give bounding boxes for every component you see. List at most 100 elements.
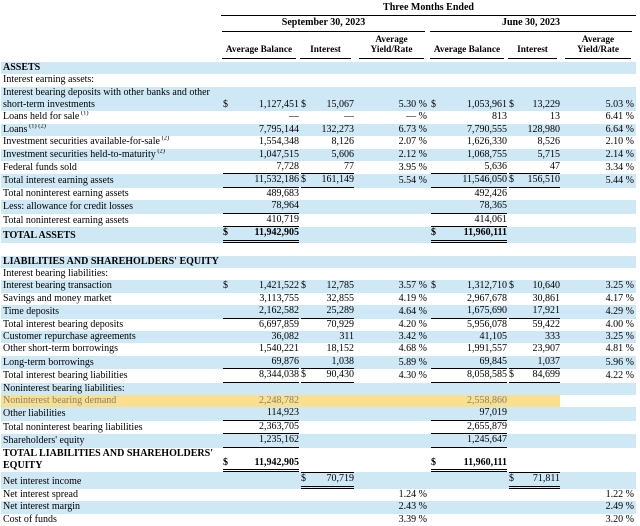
cell <box>221 472 234 488</box>
cell <box>507 343 520 355</box>
cell <box>354 394 429 408</box>
cell <box>221 407 234 421</box>
cell <box>442 514 507 526</box>
table-row: Net interest income $70,719 $71,811 <box>1 472 637 489</box>
cell <box>299 514 312 526</box>
cell: 3.25 % <box>605 330 635 342</box>
cell <box>507 489 520 501</box>
cell <box>429 74 442 86</box>
cell: $ <box>429 448 442 473</box>
cell <box>312 434 354 447</box>
cell: 70,719 <box>312 472 354 489</box>
cell: $ <box>223 99 228 111</box>
col-header-yield-2: Average Yield/Rate <box>560 32 636 62</box>
cell: 2.43 % <box>398 501 427 513</box>
cell: 2,967,678 <box>467 292 507 304</box>
cell <box>507 319 520 331</box>
cell <box>354 421 429 434</box>
cell <box>507 383 520 395</box>
cell <box>507 356 520 370</box>
cell <box>507 136 520 148</box>
row-label: Time deposits <box>3 306 60 318</box>
cell: $ <box>299 174 312 188</box>
cell <box>520 514 560 526</box>
cell <box>429 124 442 136</box>
cell <box>299 434 312 447</box>
cell <box>299 356 312 370</box>
cell <box>234 472 299 488</box>
cell: 2,363,705 <box>234 421 299 435</box>
cell: 78,365 <box>442 200 507 214</box>
cell <box>221 174 234 188</box>
cell: 13,229 <box>532 99 561 111</box>
cell <box>354 268 429 280</box>
table-row: Other short-term borrowings 1,540,221 18… <box>1 343 637 356</box>
cell: 36,082 <box>271 330 300 342</box>
cell <box>507 188 520 200</box>
spacer-row-cell <box>1 243 636 256</box>
row-label: Less: allowance for credit losses <box>3 201 133 213</box>
cell <box>299 448 312 473</box>
cell: 3,113,755 <box>259 292 299 304</box>
cell: 1,991,557 <box>467 343 507 355</box>
cell <box>221 268 234 280</box>
cell: 2.10 % <box>605 136 635 148</box>
cell <box>507 407 520 420</box>
cell <box>221 293 234 305</box>
cell: 84,699 <box>520 369 560 383</box>
cell: 4.29 % <box>605 306 635 318</box>
cell <box>442 256 507 268</box>
cell <box>520 434 560 447</box>
cell: 161,149 <box>312 174 354 188</box>
cell: 12,785 <box>326 280 355 292</box>
cell <box>221 514 234 526</box>
cell <box>221 501 234 513</box>
row-label: Interest bearing liabilities: <box>3 267 108 279</box>
cell <box>429 343 442 355</box>
cell <box>312 407 354 420</box>
cell <box>429 383 442 395</box>
cell <box>560 200 636 213</box>
period-header-september: September 30, 2023 <box>221 16 429 32</box>
cell <box>429 434 442 448</box>
cell <box>560 421 636 434</box>
cell <box>221 369 234 383</box>
table-row: Interest earning assets: <box>1 74 637 87</box>
cell: 3.95 % <box>398 162 427 174</box>
col-header-avg-balance-2: Average Balance <box>429 32 507 62</box>
cell: 1,068,755 <box>467 148 507 160</box>
cell <box>429 514 442 526</box>
cell <box>312 200 354 213</box>
table-row: Long-term borrowings 69,876 1,038 5.89 % … <box>1 355 637 370</box>
cell <box>234 501 299 513</box>
cell: 41,105 <box>479 330 508 342</box>
cell <box>429 421 442 435</box>
cell <box>429 407 442 421</box>
cell <box>507 434 520 447</box>
row-label: Customer repurchase agreements <box>3 330 136 342</box>
cell <box>234 74 299 86</box>
cell <box>429 501 442 513</box>
cell: 5.89 % <box>398 356 427 368</box>
table-row: Noninterest bearing liabilities: <box>1 382 637 395</box>
cell <box>299 161 312 175</box>
cell <box>354 200 429 213</box>
cell: 1,047,515 <box>259 148 299 160</box>
table-row: Total noninterest bearing liabilities 2,… <box>1 420 637 435</box>
row-label: Investment securities available-for-sale… <box>3 136 170 148</box>
cell: 25,289 <box>312 305 354 319</box>
cell: 489,683 <box>266 187 300 199</box>
cell <box>299 227 312 242</box>
cell: 333 <box>545 330 560 342</box>
row-label: Net interest margin <box>3 501 81 513</box>
cell: 4.19 % <box>398 292 427 304</box>
cell <box>221 124 234 136</box>
header-spacer <box>1 32 221 62</box>
cell: $ <box>431 280 436 292</box>
cell: $ <box>221 448 234 473</box>
cell <box>560 383 636 395</box>
cell <box>507 421 520 434</box>
cell <box>299 124 312 136</box>
row-label: Interest earning assets: <box>3 74 95 86</box>
cell <box>299 62 312 74</box>
